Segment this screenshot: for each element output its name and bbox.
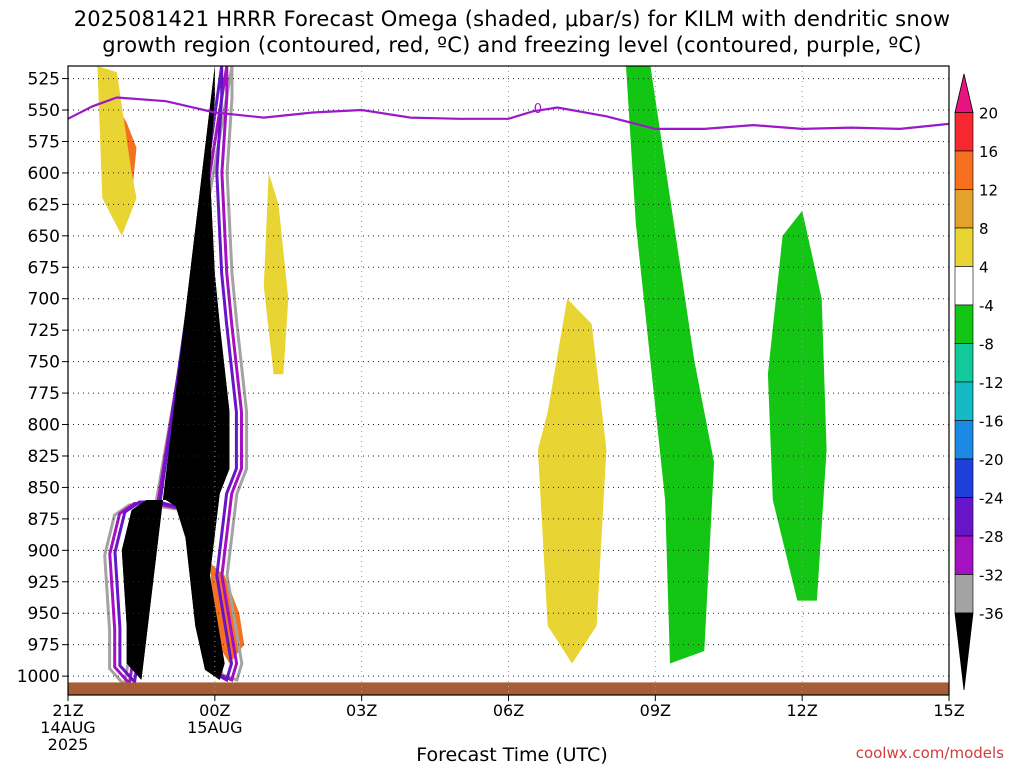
chart-title-line1: 2025081421 HRRR Forecast Omega (shaded, … — [73, 7, 951, 31]
y-tick-label-800: 800 — [28, 416, 60, 436]
colorbar-label-6: -8 — [979, 336, 994, 354]
y-tick-label-700: 700 — [28, 290, 60, 310]
y-tick-label-625: 625 — [28, 195, 60, 215]
x-tick-label-15: 12Z — [787, 701, 818, 720]
y-tick-label-550: 550 — [28, 101, 60, 121]
x-tick-label-3: 00Z — [199, 701, 230, 720]
colorbar-bin-11 — [954, 497, 974, 537]
plot-area: 0 — [68, 66, 949, 695]
x-tick-label-0: 21Z — [52, 701, 83, 720]
colorbar-bin-4 — [954, 227, 974, 267]
y-tick-label-900: 900 — [28, 541, 60, 561]
colorbar-top-arrow — [954, 73, 974, 113]
colorbar-bottom-arrow — [954, 612, 974, 691]
colorbar-bin-2 — [954, 150, 974, 190]
y-tick-label-925: 925 — [28, 573, 60, 593]
colorbar-label-5: -4 — [979, 297, 994, 315]
colorbar-label-11: -28 — [979, 528, 1004, 546]
x-tick-sublabel2-0: 2025 — [48, 735, 89, 754]
omega-region-green-1200 — [767, 210, 827, 601]
omega-core-black — [121, 66, 230, 680]
colorbar-label-2: 12 — [979, 182, 998, 200]
colorbar-label-8: -16 — [979, 413, 1004, 431]
colorbar-bin-5 — [954, 266, 974, 306]
colorbar-bin-6 — [954, 304, 974, 344]
y-tick-label-600: 600 — [28, 164, 60, 184]
axes: 525 550 575 600 625 650 675 700 725 750 775 800 825 8… — [17, 70, 965, 754]
omega-ring-0 — [103, 66, 249, 689]
freezing-level-line — [68, 96, 949, 131]
y-tick-label-775: 775 — [28, 384, 60, 404]
x-tick-label-9: 06Z — [493, 701, 524, 720]
omega-ring-2 — [113, 66, 238, 686]
source-credit: coolwx.com/models — [855, 744, 1004, 762]
chart-title-line2: growth region (contoured, red, ºC) and f… — [102, 33, 922, 57]
colorbar-bin-10 — [954, 458, 974, 498]
y-tick-label-750: 750 — [28, 353, 60, 373]
colorbar-label-7: -12 — [979, 374, 1004, 392]
colorbar-bin-7 — [954, 343, 974, 383]
colorbar-bin-1 — [954, 112, 974, 152]
y-tick-label-525: 525 — [28, 70, 60, 90]
y-tick-label-975: 975 — [28, 636, 60, 656]
omega-ring-1 — [108, 66, 243, 687]
y-tick-label-675: 675 — [28, 258, 60, 278]
chart-title: 2025081421 HRRR Forecast Omega (shaded, … — [0, 6, 1024, 58]
omega-region-green-0900 — [626, 66, 715, 664]
ground-strip — [68, 682, 949, 695]
colorbar-label-4: 4 — [979, 259, 989, 277]
y-tick-label-825: 825 — [28, 447, 60, 467]
colorbar: 20 16 12 8 4 -4 -8 -12 -16 -20 -24 -28 -32 -36 — [954, 73, 1004, 691]
colorbar-label-1: 16 — [979, 143, 998, 161]
y-tick-label-1000: 1000 — [17, 667, 60, 687]
colorbar-label-13: -36 — [979, 605, 1004, 623]
colorbar-label-9: -20 — [979, 451, 1004, 469]
omega-region-yellow-1500 — [537, 298, 607, 664]
x-tick-label-18: 15Z — [933, 701, 964, 720]
y-tick-label-725: 725 — [28, 321, 60, 341]
y-tick-label-950: 950 — [28, 604, 60, 624]
omega-region-yellow-1130 — [263, 172, 289, 375]
colorbar-bin-13 — [954, 574, 974, 614]
x-tick-sublabel1-0: 14AUG — [40, 718, 95, 737]
colorbar-label-3: 8 — [979, 220, 989, 238]
x-tick-label-12: 09Z — [640, 701, 671, 720]
freezing-level-label: 0 — [534, 102, 542, 117]
colorbar-bin-9 — [954, 420, 974, 460]
x-tick-label-6: 03Z — [346, 701, 377, 720]
colorbar-bin-12 — [954, 535, 974, 575]
colorbar-bin-8 — [954, 381, 974, 421]
colorbar-bin-3 — [954, 189, 974, 229]
omega-region-yellow-up-left — [97, 66, 137, 236]
y-tick-label-875: 875 — [28, 510, 60, 530]
y-tick-label-650: 650 — [28, 227, 60, 247]
colorbar-label-12: -32 — [979, 567, 1004, 585]
colorbar-label-0: 20 — [979, 105, 998, 123]
colorbar-label-10: -24 — [979, 490, 1004, 508]
x-tick-sublabel1-3: 15AUG — [187, 718, 242, 737]
x-axis-label: Forecast Time (UTC) — [416, 744, 608, 766]
y-tick-label-850: 850 — [28, 478, 60, 498]
y-tick-label-575: 575 — [28, 132, 60, 152]
